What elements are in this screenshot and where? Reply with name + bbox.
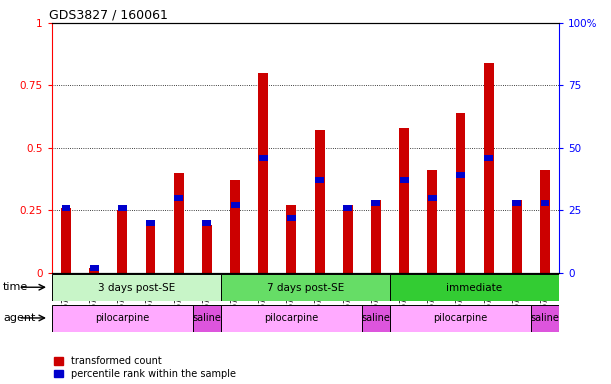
- Bar: [456, 113, 466, 273]
- Bar: [371, 200, 381, 206]
- Bar: [145, 223, 155, 273]
- Bar: [343, 205, 353, 273]
- Bar: [484, 63, 494, 273]
- Bar: [456, 172, 465, 179]
- Text: pilocarpine: pilocarpine: [265, 313, 318, 323]
- Bar: [258, 73, 268, 273]
- Bar: [390, 274, 559, 301]
- Bar: [230, 202, 240, 209]
- Legend: transformed count, percentile rank within the sample: transformed count, percentile rank withi…: [54, 356, 236, 379]
- Bar: [315, 177, 324, 184]
- Bar: [390, 305, 531, 332]
- Bar: [90, 265, 98, 271]
- Text: pilocarpine: pilocarpine: [95, 313, 150, 323]
- Bar: [117, 210, 127, 273]
- Text: 3 days post-SE: 3 days post-SE: [98, 283, 175, 293]
- Bar: [531, 305, 559, 332]
- Bar: [221, 305, 362, 332]
- Text: pilocarpine: pilocarpine: [433, 313, 488, 323]
- Bar: [174, 195, 183, 201]
- Bar: [427, 170, 437, 273]
- Bar: [315, 131, 324, 273]
- Text: saline: saline: [530, 313, 560, 323]
- Bar: [287, 215, 296, 221]
- Bar: [540, 170, 550, 273]
- Bar: [202, 220, 211, 226]
- Text: 7 days post-SE: 7 days post-SE: [267, 283, 344, 293]
- Bar: [62, 205, 70, 211]
- Bar: [230, 180, 240, 273]
- Bar: [513, 200, 521, 206]
- Bar: [221, 274, 390, 301]
- Bar: [287, 205, 296, 273]
- Bar: [371, 200, 381, 273]
- Bar: [362, 305, 390, 332]
- Bar: [52, 274, 221, 301]
- Bar: [428, 195, 437, 201]
- Bar: [541, 200, 549, 206]
- Bar: [202, 225, 212, 273]
- Text: agent: agent: [3, 313, 35, 323]
- Bar: [512, 200, 522, 273]
- Text: saline: saline: [362, 313, 390, 323]
- Text: time: time: [3, 282, 28, 292]
- Bar: [400, 177, 409, 184]
- Bar: [399, 128, 409, 273]
- Bar: [484, 155, 493, 161]
- Bar: [343, 205, 352, 211]
- Bar: [193, 305, 221, 332]
- Bar: [89, 268, 99, 273]
- Bar: [174, 173, 184, 273]
- Bar: [61, 208, 71, 273]
- Text: immediate: immediate: [447, 283, 503, 293]
- Bar: [52, 305, 193, 332]
- Text: saline: saline: [192, 313, 221, 323]
- Bar: [259, 155, 268, 161]
- Bar: [146, 220, 155, 226]
- Bar: [118, 205, 127, 211]
- Text: GDS3827 / 160061: GDS3827 / 160061: [49, 9, 168, 22]
